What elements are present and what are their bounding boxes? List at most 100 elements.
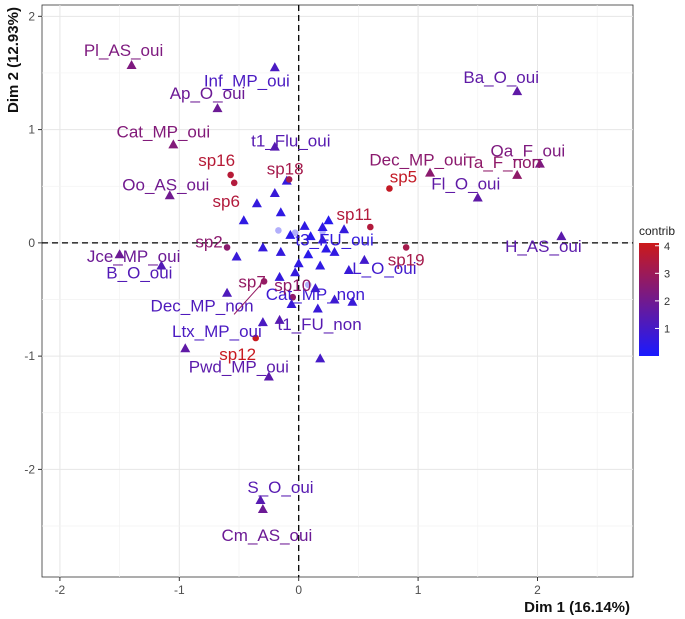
category-triangle — [257, 504, 268, 514]
category-triangle — [274, 314, 285, 324]
category-triangle — [310, 283, 321, 293]
label-connector — [233, 284, 262, 315]
y-tick-label: 2 — [28, 9, 35, 23]
individual-label: sp11 — [337, 205, 373, 224]
category-triangle — [512, 86, 523, 96]
category-label: Oo_AS_oui — [122, 175, 209, 194]
individual-dot — [289, 293, 297, 301]
category-triangle — [263, 371, 274, 381]
category-label: t3_FU_oui — [295, 230, 373, 249]
legend-title: contrib — [639, 224, 675, 238]
y-tick-label: 0 — [28, 236, 35, 250]
category-triangle — [156, 260, 167, 270]
grid-lines — [42, 5, 633, 577]
individual-dot — [223, 244, 231, 251]
category-triangle — [305, 231, 316, 241]
individual-dot — [402, 244, 410, 251]
individual-dot — [252, 334, 260, 342]
y-axis-title: Dim 2 (12.93%) — [5, 7, 22, 113]
category-triangle — [329, 246, 340, 256]
x-axis-title: Dim 1 (16.14%) — [524, 599, 630, 616]
category-triangle — [269, 141, 280, 151]
individual-label: sp19 — [388, 250, 425, 269]
category-triangle — [269, 62, 280, 72]
category-triangle — [512, 169, 523, 179]
individual-dot — [291, 229, 299, 236]
individual-label: sp10 — [274, 276, 311, 295]
individual-dot — [260, 278, 268, 285]
individual-label: sp2 — [195, 232, 222, 251]
category-label: S_O_oui — [247, 478, 313, 497]
x-tick-label: -2 — [55, 583, 66, 597]
individual-dot — [319, 228, 326, 235]
category-label: Dec_MP_non — [151, 297, 254, 316]
individual-dot — [304, 281, 312, 289]
category-label: Cm_AS_oui — [222, 526, 313, 545]
individual-label: sp18 — [267, 159, 304, 178]
category-label: Pwd_MP_oui — [189, 358, 289, 377]
x-tick-label: 0 — [295, 583, 302, 597]
individual-dot — [230, 179, 238, 187]
category-triangle — [255, 494, 266, 504]
category-label: Cat_MP_oui — [117, 122, 211, 141]
category-triangle — [222, 287, 233, 297]
category-triangle — [231, 251, 242, 261]
category-triangle — [303, 249, 314, 259]
category-triangle — [472, 192, 483, 202]
category-triangle — [285, 229, 296, 239]
x-tick-label: -1 — [174, 583, 185, 597]
x-tick-label: 2 — [534, 583, 541, 597]
y-tick-label: -2 — [24, 462, 35, 476]
individual-label: sp12 — [219, 345, 256, 364]
category-triangle — [329, 294, 340, 304]
category-label: Oa_F_oui — [491, 142, 566, 161]
category-triangle — [257, 242, 268, 252]
category-triangle — [238, 215, 249, 225]
reference-lines — [42, 5, 633, 577]
category-triangle — [425, 167, 436, 177]
individual-dot — [285, 176, 293, 183]
legend-tick-label: 1 — [664, 323, 670, 335]
category-label: H_AS_oui — [505, 237, 582, 256]
category-label: Ba_O_oui — [463, 68, 539, 87]
category-triangle — [269, 188, 280, 198]
category-label: Ltx_MP_oui — [172, 322, 262, 341]
category-label: L_O_oui — [352, 259, 416, 278]
category-triangle — [126, 60, 137, 70]
category-triangle — [212, 103, 223, 113]
category-triangle — [317, 234, 328, 244]
category-label: t1_Flu_oui — [251, 132, 330, 151]
category-label: Cat_MP_non — [266, 285, 365, 304]
category-triangle — [114, 249, 125, 259]
category-triangle — [359, 254, 370, 264]
category-triangle — [315, 353, 326, 363]
category-triangle — [286, 299, 297, 309]
category-triangle — [317, 222, 328, 232]
legend-tick-label: 4 — [664, 241, 670, 253]
category-triangle — [321, 243, 332, 253]
category-triangle — [257, 317, 268, 327]
category-label: Pl_AS_oui — [84, 41, 163, 60]
category-triangle — [275, 246, 286, 256]
category-triangle — [180, 343, 191, 353]
individual-dot — [367, 223, 374, 231]
legend: contrib 1 2 3 4 — [639, 224, 675, 356]
category-triangle — [251, 198, 262, 208]
category-triangle — [290, 267, 301, 277]
individual-dot — [386, 185, 393, 192]
individual-dot — [275, 227, 282, 234]
individual-label: sp6 — [213, 192, 240, 211]
category-triangle — [168, 139, 179, 149]
category-triangle — [347, 296, 358, 306]
x-tick-label: 1 — [415, 583, 422, 597]
axis-ticks: -2 -1 0 1 2 -2 -1 0 1 2 — [24, 9, 541, 597]
category-label: Ta_F_non — [465, 153, 541, 172]
individual-label: sp16 — [198, 151, 235, 170]
category-label: Dec_MP_oui — [369, 151, 466, 170]
category-label: Ap_O_oui — [170, 84, 246, 103]
individual-label: sp7 — [238, 272, 265, 291]
legend-tick-label: 3 — [664, 268, 670, 280]
category-triangle — [164, 190, 175, 200]
category-label: Inf_MP_oui — [204, 71, 290, 90]
